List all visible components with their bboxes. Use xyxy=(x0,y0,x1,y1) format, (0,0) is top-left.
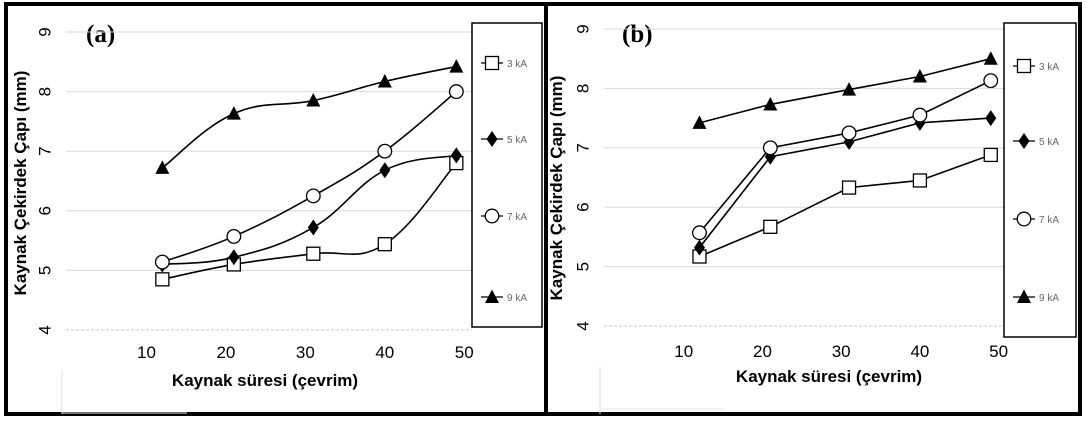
panel-a-data-point xyxy=(307,219,319,236)
panel-a-data-point xyxy=(228,249,240,266)
panel-b-legend-marker xyxy=(1018,133,1030,149)
panel-b-y-tick-label: 8 xyxy=(574,84,593,93)
panel-a-data-point xyxy=(377,237,392,252)
panel-a-legend-marker xyxy=(484,208,500,224)
panel-a-legend-marker xyxy=(486,131,498,147)
panel-a-x-tick-label: 20 xyxy=(216,343,235,362)
panel-b-data-point xyxy=(983,147,998,163)
chart-panel-b: (b) Kaynak Çekirdek Çapı (mm) Kaynak sür… xyxy=(544,2,1082,416)
panel-b-legend-label: 9 kA xyxy=(1039,293,1059,304)
panel-b-x-tick-label: 40 xyxy=(910,342,929,361)
panel-a-y-tick-label: 8 xyxy=(36,87,55,96)
panel-a-data-point xyxy=(305,188,321,204)
panel-a-data-point xyxy=(155,160,170,174)
panel-b-data-point xyxy=(841,125,857,141)
panel-b-legend-label: 3 kA xyxy=(1039,62,1059,73)
panel-a-legend-label: 7 kA xyxy=(507,212,527,223)
panel-a-y-axis-label: Kaynak Çekirdek Çapı (mm) xyxy=(11,71,30,296)
panel-b-y-tick-label: 4 xyxy=(574,321,593,330)
panel-b-y-tick-label: 6 xyxy=(574,202,593,211)
panel-b-legend-label: 7 kA xyxy=(1039,215,1059,226)
panel-b-x-tick-label: 50 xyxy=(989,342,1008,361)
chart-panel-a: (a) Kaynak Çekirdek Çapı (mm) Kaynak sür… xyxy=(4,2,548,416)
panel-a-y-tick-label: 7 xyxy=(36,146,55,155)
panel-b-data-point xyxy=(983,51,998,65)
panel-b-data-point xyxy=(763,96,778,111)
panel-a-x-tick-label: 30 xyxy=(296,343,315,362)
panel-a-label: (a) xyxy=(86,21,115,48)
panel-a-y-tick-label: 6 xyxy=(36,206,55,215)
panel-b-data-point xyxy=(983,73,999,89)
panel-a-data-point xyxy=(449,59,464,73)
panel-b-data-point xyxy=(692,115,707,129)
panel-a-plot-area: 4 5 6 7 8 9 10 20 30 40 50 xyxy=(36,27,474,414)
panel-b-x-tick-label: 30 xyxy=(832,342,851,361)
panel-b-plot-area: 4 5 6 7 8 9 10 20 30 40 50 xyxy=(574,24,1008,414)
panel-b-data-point xyxy=(842,82,857,96)
panel-a-legend-label: 5 kA xyxy=(507,135,527,146)
panel-b-data-point xyxy=(985,110,997,127)
panel-b-x-tick-label: 10 xyxy=(674,342,693,361)
panel-b-legend-box xyxy=(1003,22,1077,338)
panel-a-data-point xyxy=(377,73,392,88)
panel-a-x-tick-label: 40 xyxy=(375,343,394,362)
panel-a-data-point xyxy=(377,143,393,159)
panel-a-y-tick-label: 5 xyxy=(36,266,55,275)
panel-b-y-tick-label: 5 xyxy=(574,262,593,271)
panel-b-y-tick-label: 9 xyxy=(574,24,593,33)
panel-a-legend: 3 kA 5 kA 7 kA 9 kA xyxy=(481,55,527,304)
panel-b-x-tick-label: 20 xyxy=(753,342,772,361)
panel-b-legend-marker xyxy=(1017,289,1031,303)
panel-a-data-point xyxy=(226,106,241,120)
panel-b-legend-marker xyxy=(1016,58,1032,74)
panel-b-data-point xyxy=(692,225,707,241)
panel-a-data-point xyxy=(306,246,321,261)
panel-a-data-point xyxy=(154,254,170,270)
panel-b-legend: 3 kA 5 kA 7 kA 9 kA xyxy=(1013,58,1059,304)
panel-b-frame xyxy=(544,2,1082,416)
panel-a-y-tick-label: 4 xyxy=(36,325,55,334)
panel-b-legend-label: 5 kA xyxy=(1039,137,1059,148)
panel-a-x-axis-label: Kaynak süresi (çevrim) xyxy=(172,371,358,390)
panel-b-legend-marker xyxy=(1016,211,1032,227)
panel-a-data-point xyxy=(306,93,321,107)
panel-a-y-tick-label: 9 xyxy=(36,27,55,36)
panel-b-y-axis-label: Kaynak Çekirdek Çapı (mm) xyxy=(547,76,566,301)
panel-a-data-point xyxy=(448,84,464,100)
panel-a-x-tick-label: 50 xyxy=(455,343,474,362)
panel-b-data-point xyxy=(912,107,928,123)
panel-a-legend-marker xyxy=(484,55,500,71)
panel-b-x-axis-label: Kaynak süresi (çevrim) xyxy=(736,367,922,386)
panel-b-data-point xyxy=(912,69,927,83)
panel-b-label: (b) xyxy=(622,21,653,48)
panel-a-legend-box xyxy=(471,22,543,328)
panel-b-data-point xyxy=(762,140,778,156)
panel-a-data-point xyxy=(450,147,462,164)
panel-a-data-point xyxy=(226,228,242,244)
panel-a-data-point xyxy=(379,162,391,179)
panel-a-x-tick-label: 10 xyxy=(137,343,156,362)
panel-b-data-point xyxy=(841,180,857,195)
panel-b-y-tick-label: 7 xyxy=(574,143,593,152)
panel-a-legend-label: 9 kA xyxy=(507,293,527,304)
panel-a-legend-label: 3 kA xyxy=(507,59,527,70)
panel-b-data-point xyxy=(763,219,778,234)
panel-b-data-point xyxy=(912,173,928,188)
panel-a-data-point xyxy=(155,272,170,287)
panel-a-legend-marker xyxy=(485,289,499,303)
panel-b-data-point xyxy=(693,239,705,256)
